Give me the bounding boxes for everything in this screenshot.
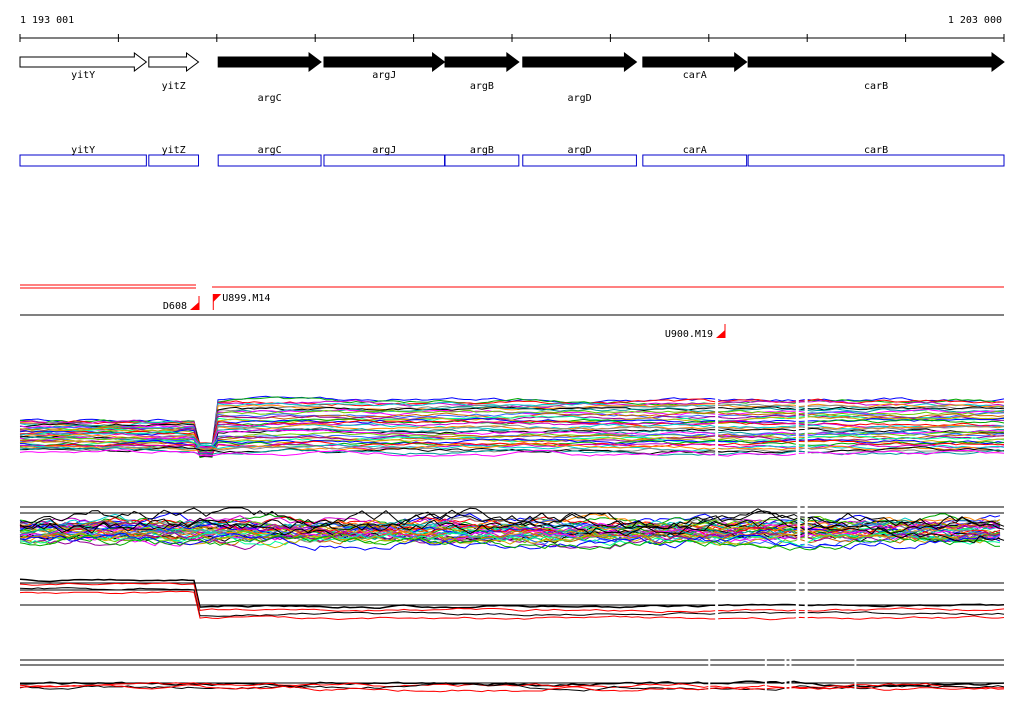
gene-arrow-carB (747, 52, 1005, 72)
gene-box-label-carA: carA (683, 145, 707, 156)
coordinate-ruler: 1 193 001 1 203 000 (19, 15, 1005, 42)
signal-line (19, 449, 1005, 457)
signal-line (19, 587, 1005, 617)
gene-arrow-label-argJ: argJ (372, 70, 396, 81)
gene-box-track: yitY yitZ argC argJ argB argD carA carB (19, 145, 1005, 167)
gene-arrow-label-argB: argB (470, 81, 494, 92)
feature-label-U900.M19: U900.M19 (665, 329, 713, 340)
signal-line (19, 443, 1005, 452)
gene-arrow-label-carA: carA (683, 70, 707, 81)
signal-line (19, 406, 1005, 448)
signal-line (20, 446, 1005, 455)
gene-box-argB (444, 154, 520, 167)
signal-line (19, 415, 1005, 453)
gene-arrow-argJ (323, 52, 446, 72)
gene-arrow-track: yitY yitZ argC argJ argB argD carA carB (19, 52, 1005, 104)
signal-line (19, 507, 1005, 535)
gene-arrow-argB (444, 52, 520, 72)
ruler-start-label: 1 193 001 (20, 15, 74, 26)
signal-line (19, 530, 1001, 546)
signal-line (19, 532, 1001, 547)
signal-line (19, 396, 1005, 449)
signal-line (19, 443, 1005, 452)
signal-line (19, 399, 1005, 452)
gene-box-label-argB: argB (470, 145, 494, 156)
signal-line (19, 590, 1005, 621)
feature-flag-D608 (190, 302, 200, 310)
signal-line (19, 681, 1004, 690)
signal-line (19, 582, 1005, 614)
feature-label-D608: D608 (163, 301, 187, 312)
gene-box-label-carB: carB (864, 145, 888, 156)
coverage-track-3 (19, 578, 1005, 621)
ruler-ticks (19, 34, 1005, 42)
gene-box-label-argD: argD (568, 145, 592, 156)
ruler-end-label: 1 203 000 (948, 15, 1002, 26)
coverage-track-2 (19, 500, 1005, 551)
signal-line (19, 684, 1005, 693)
gene-box-yitZ (148, 154, 200, 167)
feature-flag-U899.M14 (213, 294, 222, 302)
gene-arrow-yitZ (148, 52, 200, 72)
gene-arrow-argC (217, 52, 322, 72)
signal-line (19, 434, 1005, 447)
signal-line (19, 512, 1001, 531)
gene-arrow-label-yitY: yitY (71, 70, 95, 81)
signal-line (19, 419, 1005, 449)
signal-line (19, 438, 1005, 451)
gene-arrow-label-argC: argC (258, 93, 282, 104)
signal-line (19, 507, 1005, 530)
gene-arrow-carA (642, 52, 748, 72)
gene-box-label-yitY: yitY (71, 145, 95, 156)
gene-arrow-label-carB: carB (864, 81, 888, 92)
gene-box-argC (217, 154, 322, 167)
gene-box-label-argC: argC (258, 145, 282, 156)
coverage-track-1 (19, 393, 1005, 460)
feature-flag-U900.M19 (716, 330, 726, 338)
signal-line (19, 424, 1005, 454)
feature-label-U899.M14: U899.M14 (222, 293, 270, 304)
gene-arrow-label-yitZ: yitZ (162, 81, 186, 92)
signal-line (19, 510, 1005, 544)
signal-line (19, 410, 1005, 456)
coverage-track-4 (19, 657, 1005, 693)
signal-line (19, 578, 1005, 609)
gene-box-carA (642, 154, 748, 167)
signal-line (19, 431, 1005, 452)
gene-box-label-argJ: argJ (372, 145, 396, 156)
gene-box-carB (747, 154, 1005, 167)
feature-track: D608 U899.M14 U900.M19 (20, 284, 1004, 340)
gene-arrow-yitY (19, 52, 148, 72)
signal-line (19, 447, 1005, 456)
gene-box-argD (522, 154, 637, 167)
signal-line (19, 534, 1001, 551)
gene-box-yitY (19, 154, 147, 167)
gene-arrow-label-argD: argD (568, 93, 592, 104)
gene-arrow-argD (522, 52, 638, 72)
signal-line (19, 429, 1005, 448)
gene-box-label-yitZ: yitZ (162, 145, 186, 156)
signal-line (19, 419, 1004, 444)
gene-box-argJ (323, 154, 446, 167)
signal-line (19, 401, 1005, 455)
